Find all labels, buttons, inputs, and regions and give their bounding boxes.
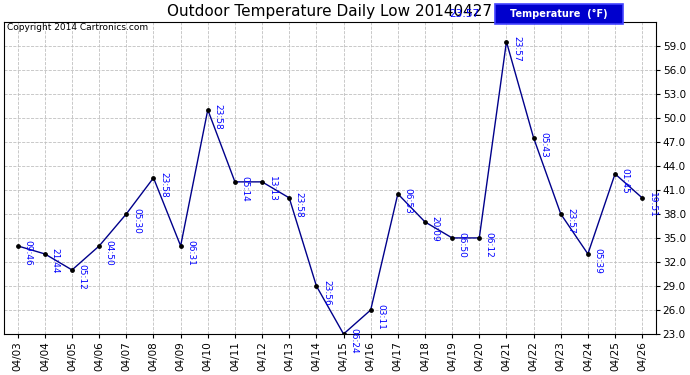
Text: 23:56: 23:56 — [322, 280, 331, 306]
Text: 09:46: 09:46 — [23, 240, 32, 266]
Point — [446, 235, 457, 241]
Text: 23:58: 23:58 — [295, 192, 304, 218]
Point — [94, 243, 105, 249]
Point — [148, 175, 159, 181]
Text: Copyright 2014 Cartronics.com: Copyright 2014 Cartronics.com — [7, 22, 148, 32]
Text: 21:44: 21:44 — [50, 248, 59, 274]
Point — [311, 283, 322, 289]
Point — [393, 191, 404, 197]
Text: 23:57: 23:57 — [512, 36, 521, 62]
Point — [39, 251, 50, 257]
Point — [555, 211, 566, 217]
Text: 01:45: 01:45 — [620, 168, 629, 194]
Text: 23:58: 23:58 — [159, 172, 168, 198]
Text: 05:12: 05:12 — [77, 264, 87, 290]
Text: 06:53: 06:53 — [404, 188, 413, 214]
Point — [637, 195, 648, 201]
Text: 23:57: 23:57 — [449, 9, 480, 19]
Point — [175, 243, 186, 249]
Text: 04:50: 04:50 — [105, 240, 114, 266]
Point — [420, 219, 431, 225]
Text: 23:58: 23:58 — [213, 104, 222, 130]
Point — [582, 251, 593, 257]
Point — [284, 195, 295, 201]
Text: 05:30: 05:30 — [132, 209, 141, 234]
Point — [121, 211, 132, 217]
Text: 06:24: 06:24 — [349, 328, 358, 354]
Point — [338, 331, 349, 337]
Text: 20:09: 20:09 — [431, 216, 440, 242]
Text: 19:51: 19:51 — [648, 192, 657, 218]
Point — [12, 243, 23, 249]
Text: 06:50: 06:50 — [457, 232, 466, 258]
Point — [609, 171, 620, 177]
Text: 05:43: 05:43 — [539, 132, 548, 158]
Text: 06:31: 06:31 — [186, 240, 195, 266]
Point — [501, 39, 512, 45]
Text: 05:39: 05:39 — [593, 248, 602, 274]
Point — [365, 307, 376, 313]
Text: Temperature  (°F): Temperature (°F) — [511, 9, 608, 19]
Point — [66, 267, 77, 273]
Point — [474, 235, 485, 241]
Text: 06:12: 06:12 — [485, 232, 494, 258]
Text: 05:14: 05:14 — [241, 176, 250, 202]
Text: 23:57: 23:57 — [566, 209, 575, 234]
Point — [257, 179, 268, 185]
Point — [202, 107, 213, 113]
Title: Outdoor Temperature Daily Low 20140427: Outdoor Temperature Daily Low 20140427 — [168, 4, 493, 19]
Text: 03:11: 03:11 — [376, 304, 385, 330]
Point — [229, 179, 240, 185]
Text: 13:13: 13:13 — [268, 176, 277, 202]
Point — [528, 135, 539, 141]
